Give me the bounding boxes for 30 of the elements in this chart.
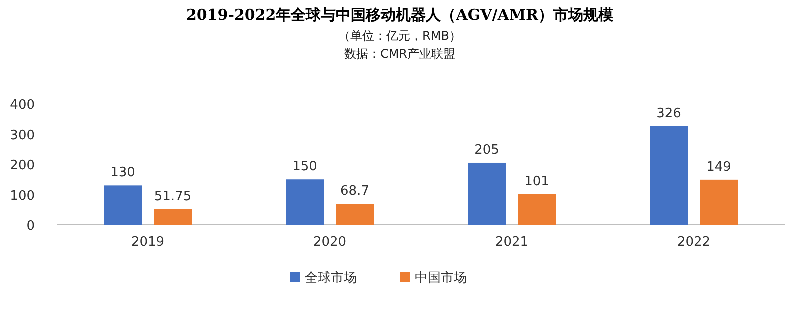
legend-label: 全球市场 [305, 271, 357, 286]
bar [154, 209, 192, 225]
y-tick-label: 400 [10, 98, 35, 113]
x-tick-label: 2021 [495, 235, 529, 250]
data-label: 51.75 [154, 189, 192, 204]
data-label: 68.7 [340, 184, 370, 200]
y-tick-label: 300 [10, 128, 35, 144]
text: 数据：CMR产业联盟 [344, 47, 456, 61]
y-tick-label: 200 [10, 158, 35, 174]
data-label: 101 [524, 174, 550, 190]
chart-title: 2019-2022年全球与中国移动机器人（AGV/AMR）市场规模 [186, 6, 614, 24]
bar [468, 162, 506, 225]
bar [518, 194, 556, 225]
y-tick-label: 0 [26, 219, 35, 234]
data-label: 326 [656, 106, 682, 122]
data-label: 150 [292, 160, 318, 175]
data-label: 205 [474, 142, 500, 158]
x-tick-label: 2022 [677, 235, 711, 250]
bar [336, 204, 374, 225]
data-label: 149 [706, 160, 732, 175]
x-tick-label: 2020 [313, 235, 347, 250]
legend-label: 中国市场 [415, 271, 467, 286]
x-tick-label: 2019 [131, 235, 165, 250]
bar [104, 186, 142, 225]
bar [286, 180, 324, 225]
data-label: 130 [110, 166, 136, 181]
bar [650, 126, 688, 225]
y-tick-label: 100 [10, 188, 35, 204]
chart-subtitle: （单位：亿元，RMB） [338, 29, 462, 43]
bar [700, 180, 738, 225]
